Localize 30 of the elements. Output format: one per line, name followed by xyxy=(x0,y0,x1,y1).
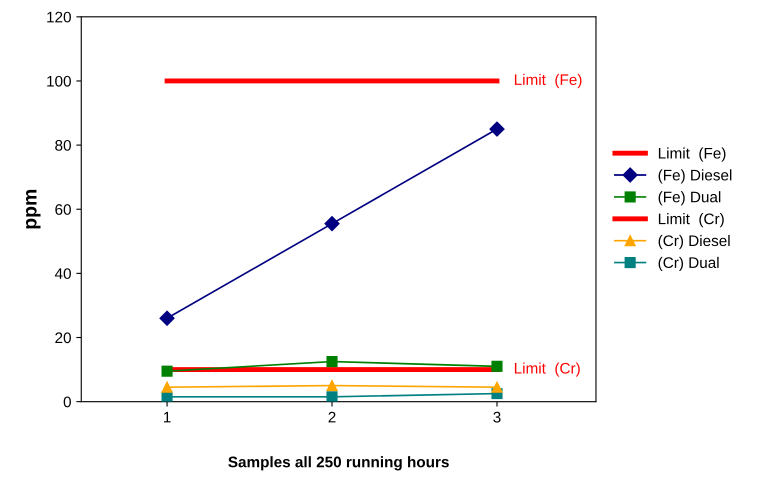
y-tick-label: 120 xyxy=(47,12,71,23)
legend-label: (Fe) Diesel xyxy=(658,169,732,184)
legend-label: (Cr) Dual xyxy=(658,256,719,272)
legend-label: Limit (Cr) xyxy=(658,213,724,228)
x-tick-label: 2 xyxy=(328,412,336,422)
y-tick-label: 20 xyxy=(55,332,71,344)
point xyxy=(162,366,173,377)
point xyxy=(491,360,503,372)
annotation: Limit (Cr) xyxy=(514,362,580,377)
x-tick-label: 1 xyxy=(164,412,171,422)
x-tick-label: 3 xyxy=(493,412,501,423)
point xyxy=(491,382,503,393)
y-tick-label: 40 xyxy=(54,268,71,280)
point xyxy=(324,216,340,232)
point xyxy=(326,356,338,368)
y-tick-label: 60 xyxy=(55,204,71,215)
annotation: Limit (Fe) xyxy=(514,74,582,88)
point xyxy=(159,310,175,326)
x-axis-title: Samples all 250 running hours xyxy=(228,456,449,470)
point xyxy=(489,122,505,137)
y-tick-label: 100 xyxy=(47,76,71,87)
y-tick-label: 80 xyxy=(55,140,71,151)
legend-label: (Cr) Diesel xyxy=(658,234,730,250)
point xyxy=(326,380,338,392)
legend-label: Limit (Fe) xyxy=(658,147,726,162)
y-tick-label: 0 xyxy=(64,396,71,408)
legend-label: (Fe) Dual xyxy=(658,191,720,206)
point xyxy=(162,382,173,393)
y-axis-title: ppm xyxy=(26,190,41,228)
point xyxy=(326,391,338,402)
